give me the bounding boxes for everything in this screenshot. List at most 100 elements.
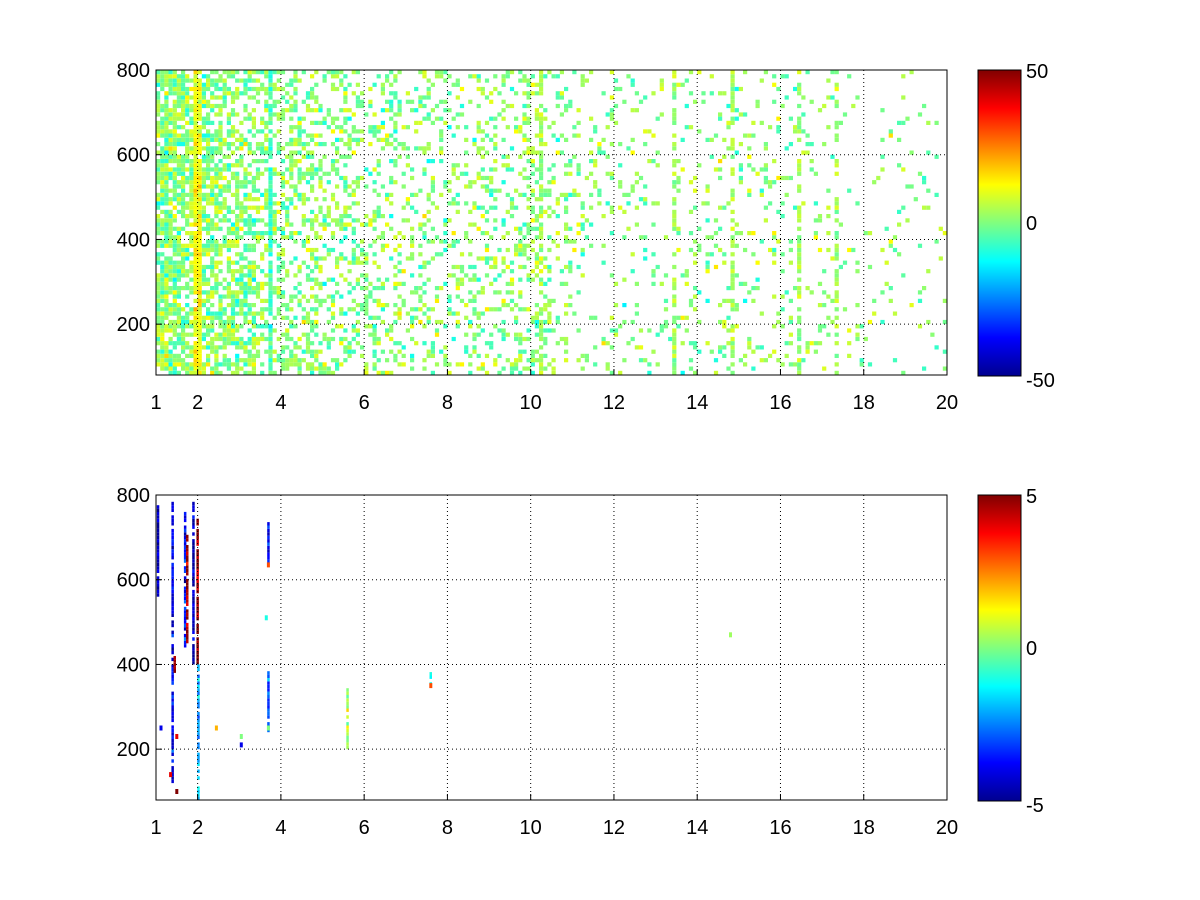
- heatmap-cell: [672, 70, 677, 75]
- heatmap-cell: [247, 226, 252, 231]
- heatmap-cell: [186, 629, 189, 634]
- heatmap-cell: [210, 82, 215, 87]
- heatmap-cell: [266, 725, 270, 731]
- heatmap-cell: [172, 214, 177, 219]
- heatmap-cell: [206, 78, 211, 83]
- heatmap-cell: [172, 112, 177, 117]
- x-tick-label: 8: [442, 817, 453, 839]
- heatmap-cell: [171, 711, 174, 716]
- heatmap-cell: [564, 163, 569, 168]
- heatmap-cell: [255, 218, 261, 223]
- heatmap-cell: [310, 269, 315, 274]
- heatmap-cell: [285, 273, 290, 278]
- heatmap-cell: [493, 146, 498, 151]
- heatmap-cell: [618, 142, 623, 147]
- heatmap-cell: [251, 319, 256, 325]
- heatmap-cell: [235, 290, 240, 295]
- heatmap-cell: [522, 192, 527, 197]
- heatmap-cell: [414, 290, 419, 295]
- heatmap-cell: [235, 159, 240, 164]
- heatmap-cell: [214, 358, 219, 363]
- heatmap-cell: [555, 197, 560, 202]
- heatmap-cell: [493, 116, 498, 121]
- heatmap-cell: [186, 558, 189, 562]
- heatmap-cell: [518, 226, 523, 231]
- heatmap-cell: [722, 252, 727, 257]
- heatmap-cell: [559, 150, 564, 155]
- heatmap-cell: [197, 311, 202, 316]
- heatmap-cell: [734, 108, 739, 113]
- heatmap-cell: [509, 103, 515, 109]
- heatmap-cell: [493, 362, 498, 367]
- heatmap-cell: [322, 74, 327, 79]
- heatmap-cell: [276, 294, 281, 299]
- heatmap-cell: [206, 311, 211, 316]
- heatmap-cell: [272, 70, 277, 75]
- heatmap-cell: [268, 349, 273, 354]
- heatmap-cell: [343, 205, 348, 210]
- heatmap-cell: [410, 239, 415, 244]
- heatmap-cell: [305, 247, 311, 253]
- heatmap-cell: [401, 205, 406, 210]
- heatmap-cell: [568, 226, 573, 231]
- heatmap-cell: [168, 171, 173, 176]
- heatmap-cell: [651, 201, 656, 206]
- heatmap-cell: [393, 120, 398, 125]
- heatmap-cell: [183, 539, 187, 543]
- heatmap-cell: [183, 579, 187, 584]
- heatmap-cell: [335, 281, 340, 286]
- heatmap-cell: [235, 175, 240, 181]
- heatmap-cell: [285, 91, 290, 96]
- heatmap-cell: [189, 78, 194, 83]
- heatmap-cell: [218, 146, 223, 151]
- heatmap-cell: [360, 345, 365, 350]
- heatmap-cell: [172, 328, 177, 333]
- heatmap-cell: [193, 116, 198, 121]
- heatmap-cell: [788, 341, 793, 346]
- heatmap-cell: [318, 175, 323, 181]
- heatmap-cell: [268, 218, 273, 223]
- heatmap-cell: [186, 585, 189, 590]
- heatmap-cell: [247, 222, 252, 227]
- heatmap-cell: [251, 205, 256, 210]
- heatmap-cell: [176, 171, 181, 176]
- heatmap-cell: [768, 184, 773, 189]
- heatmap-cell: [497, 290, 502, 295]
- heatmap-cell: [206, 294, 211, 299]
- heatmap-cell: [171, 681, 174, 685]
- heatmap-cell: [434, 298, 440, 303]
- heatmap-cell: [160, 218, 165, 223]
- heatmap-cell: [196, 600, 199, 604]
- heatmap-cell: [576, 133, 581, 138]
- heatmap-cell: [181, 328, 186, 333]
- heatmap-cell: [243, 205, 248, 210]
- heatmap-cell: [185, 150, 190, 155]
- heatmap-cell: [268, 175, 273, 181]
- heatmap-cell: [672, 298, 677, 303]
- heatmap-cell: [772, 349, 777, 354]
- heatmap-cell: [276, 209, 281, 214]
- heatmap-cell: [171, 749, 174, 753]
- heatmap-cell: [176, 154, 181, 159]
- heatmap-cell: [397, 281, 402, 286]
- heatmap-cell: [722, 205, 727, 210]
- heatmap-cell: [251, 222, 256, 227]
- heatmap-cell: [330, 167, 336, 172]
- heatmap-cell: [880, 319, 885, 325]
- heatmap-cell: [293, 103, 298, 109]
- heatmap-cell: [401, 353, 406, 358]
- heatmap-cell: [697, 70, 702, 75]
- heatmap-cell: [372, 349, 377, 354]
- heatmap-cell: [626, 226, 631, 231]
- heatmap-cell: [376, 235, 381, 240]
- heatmap-cell: [243, 315, 248, 320]
- heatmap-cell: [239, 273, 244, 278]
- heatmap-cell: [193, 273, 198, 278]
- heatmap-cell: [185, 252, 190, 257]
- heatmap-cell: [539, 231, 544, 236]
- heatmap-cell: [183, 627, 187, 631]
- heatmap-cell: [564, 205, 569, 210]
- heatmap-cell: [539, 243, 544, 248]
- heatmap-cell: [793, 129, 798, 134]
